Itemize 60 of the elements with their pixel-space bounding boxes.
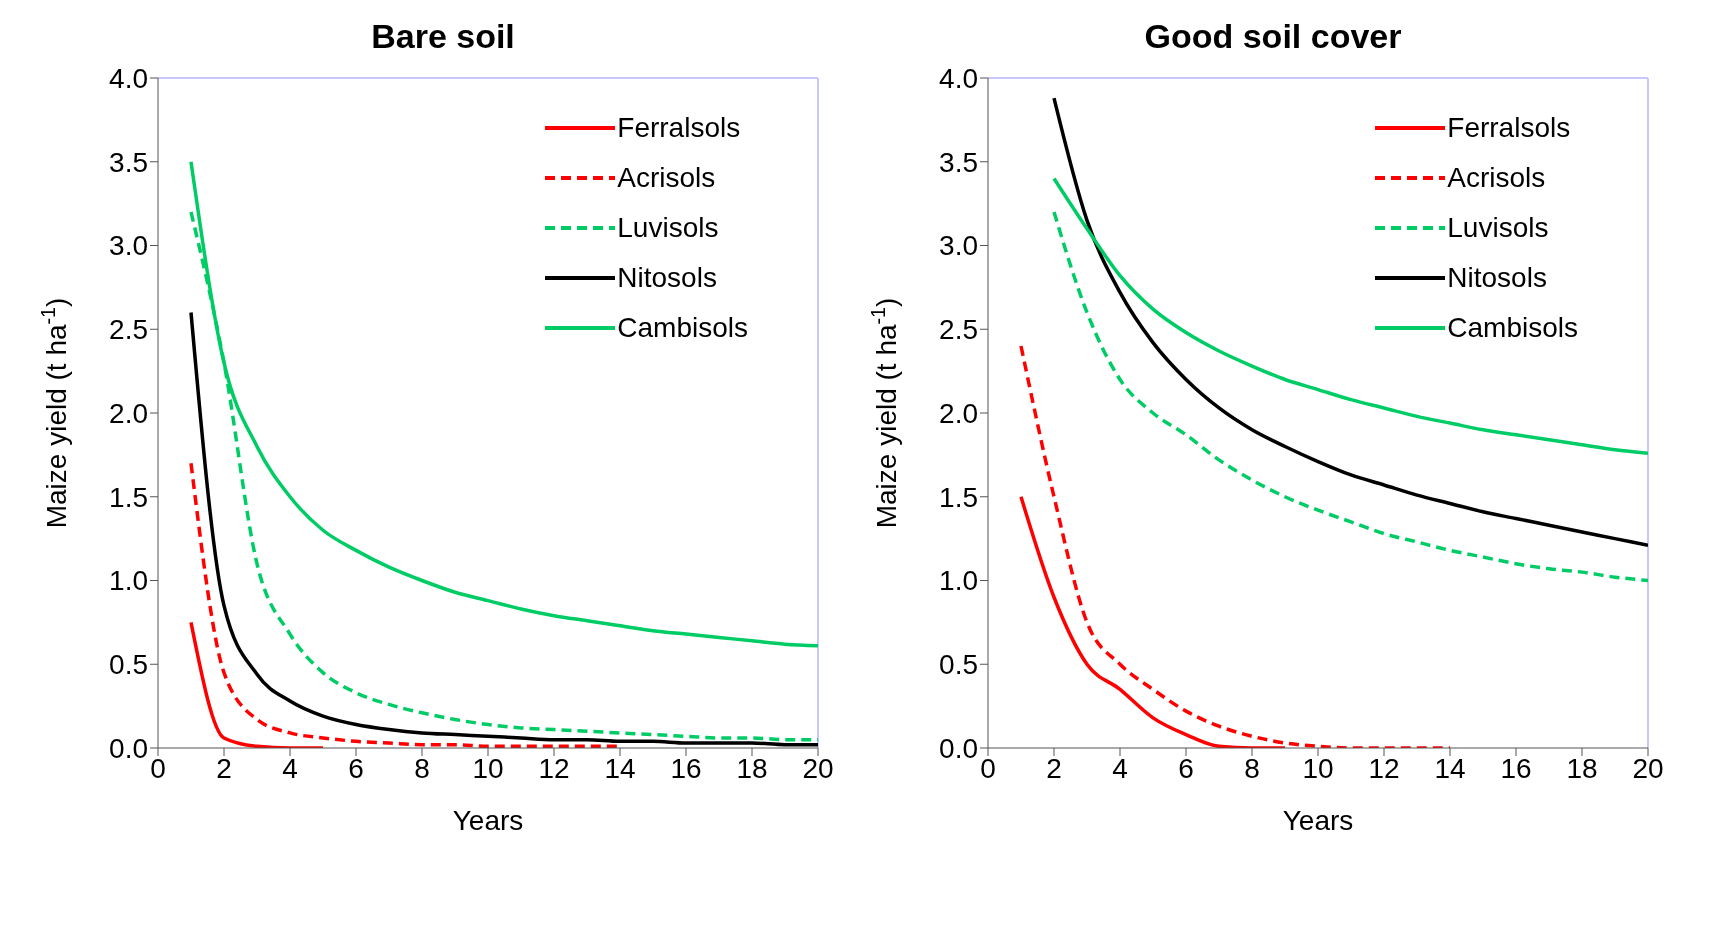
x-tick-label: 6 xyxy=(1178,752,1194,784)
x-tick-label: 14 xyxy=(604,752,636,784)
legend-label: Ferralsols xyxy=(1447,111,1571,145)
y-tick-label: 1.0 xyxy=(939,565,978,597)
x-tick-label: 14 xyxy=(1434,752,1466,784)
x-tick-label: 0 xyxy=(980,752,996,784)
line-series xyxy=(189,310,818,747)
legend-label: Nitosols xyxy=(1447,261,1547,295)
x-tick-label: 10 xyxy=(1302,752,1334,784)
x-tick-label: 18 xyxy=(736,752,768,784)
legend-label: Cambisols xyxy=(617,311,748,345)
legend-label: Acrisols xyxy=(1447,161,1546,195)
x-tick-label: 16 xyxy=(670,752,702,784)
line-series xyxy=(1019,344,1452,748)
line-series xyxy=(189,620,325,748)
x-tick-label: 6 xyxy=(348,752,364,784)
x-tick-label: 4 xyxy=(282,752,298,784)
y-tick-label: 0.5 xyxy=(939,649,978,681)
x-tick-label: 20 xyxy=(802,752,834,784)
x-tick-label: 8 xyxy=(414,752,430,784)
chart-title: Bare soil xyxy=(371,17,515,55)
legend-label: Ferralsols xyxy=(617,111,741,145)
line-series xyxy=(1052,96,1648,548)
y-tick-label: 1.5 xyxy=(109,481,148,513)
x-tick-label: 18 xyxy=(1566,752,1598,784)
x-tick-label: 12 xyxy=(538,752,570,784)
legend-label: Acrisols xyxy=(617,161,716,195)
x-tick-label: 4 xyxy=(1112,752,1128,784)
x-tick-label: 20 xyxy=(1632,752,1664,784)
x-tick-label: 2 xyxy=(1046,752,1062,784)
legend-label: Luvisols xyxy=(1447,211,1549,245)
y-tick-label: 3.0 xyxy=(109,230,148,262)
line-series xyxy=(1019,495,1287,748)
x-tick-label: 12 xyxy=(1368,752,1400,784)
chart-title: Good soil cover xyxy=(1144,17,1402,55)
y-tick-label: 0.0 xyxy=(109,732,148,764)
x-axis-title: Years xyxy=(1282,805,1354,836)
y-tick-label: 0.5 xyxy=(109,649,148,681)
x-axis-title: Years xyxy=(452,805,524,836)
y-tick-label: 2.5 xyxy=(939,314,978,346)
x-tick-label: 16 xyxy=(1500,752,1532,784)
legend-label: Nitosols xyxy=(617,261,717,295)
x-tick-label: 0 xyxy=(150,752,166,784)
x-tick-label: 10 xyxy=(472,752,504,784)
y-tick-label: 1.0 xyxy=(109,565,148,597)
y-tick-label: 4.0 xyxy=(939,62,978,94)
y-tick-label: 3.5 xyxy=(109,146,148,178)
y-tick-label: 4.0 xyxy=(109,62,148,94)
y-tick-label: 2.5 xyxy=(109,314,148,346)
y-tick-label: 1.5 xyxy=(939,481,978,513)
legend-label: Cambisols xyxy=(1447,311,1578,345)
y-tick-label: 2.0 xyxy=(939,397,978,429)
y-tick-label: 0.0 xyxy=(939,732,978,764)
y-tick-label: 3.0 xyxy=(939,230,978,262)
legend-label: Luvisols xyxy=(617,211,719,245)
x-tick-label: 2 xyxy=(216,752,232,784)
y-tick-label: 3.5 xyxy=(939,146,978,178)
y-tick-label: 2.0 xyxy=(109,397,148,429)
line-series xyxy=(1052,210,1648,583)
x-tick-label: 8 xyxy=(1244,752,1260,784)
